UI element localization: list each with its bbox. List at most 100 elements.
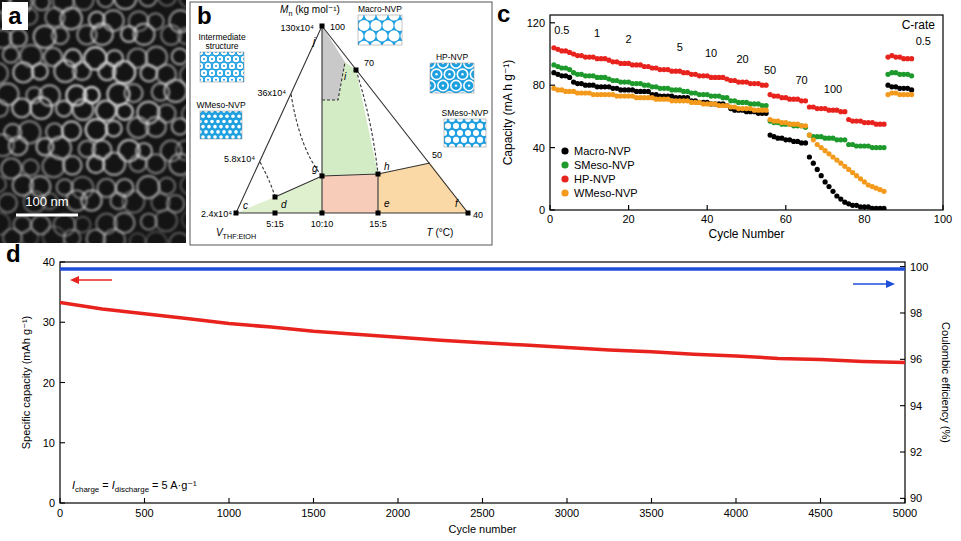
pore bbox=[52, 27, 69, 44]
pore bbox=[216, 111, 220, 113]
pore bbox=[227, 58, 229, 60]
structure-label: Macro-NVP bbox=[358, 4, 402, 14]
tick-label: 80 bbox=[858, 213, 870, 225]
pore bbox=[30, 97, 52, 119]
sketch-frame bbox=[430, 63, 474, 93]
panel-c: 02040608010004080120Cycle NumberCapacity… bbox=[497, 0, 952, 241]
pore bbox=[169, 233, 186, 243]
data-point bbox=[881, 145, 886, 150]
tick bbox=[651, 498, 652, 503]
pore bbox=[201, 125, 205, 129]
tick bbox=[228, 498, 229, 503]
point-label: i bbox=[344, 71, 347, 82]
structure-sketch bbox=[200, 111, 242, 139]
tick-label: 94 bbox=[910, 400, 922, 412]
data-point bbox=[830, 189, 835, 194]
pore bbox=[481, 119, 486, 122]
pore bbox=[234, 130, 238, 134]
tick-label: 100 bbox=[330, 22, 345, 32]
pore bbox=[444, 144, 447, 147]
tick bbox=[900, 312, 905, 313]
tick-label: 10 bbox=[43, 437, 55, 449]
point-square bbox=[273, 195, 278, 200]
pore bbox=[129, 11, 149, 31]
tick-label: 40 bbox=[473, 210, 483, 220]
tick-label: 60 bbox=[780, 213, 792, 225]
tick-square bbox=[320, 211, 325, 216]
pore bbox=[222, 130, 226, 134]
pore bbox=[203, 72, 205, 74]
pore bbox=[134, 24, 155, 45]
pore bbox=[219, 114, 223, 118]
data-point bbox=[823, 179, 828, 184]
axis-label: VTHF:EtOH bbox=[216, 227, 256, 241]
pore bbox=[207, 114, 211, 118]
tick bbox=[820, 498, 821, 503]
rate-label: 50 bbox=[764, 64, 776, 76]
diagram-line bbox=[260, 162, 275, 197]
pore bbox=[477, 123, 483, 129]
legend-marker bbox=[561, 189, 568, 196]
point-label: h bbox=[384, 161, 390, 172]
tick-label: 92 bbox=[910, 446, 922, 458]
chart-title: C-rate bbox=[902, 18, 936, 32]
rate-label: 20 bbox=[736, 53, 748, 65]
point-label: d bbox=[281, 199, 287, 210]
tick-label: 5:15 bbox=[266, 219, 284, 229]
pore bbox=[469, 123, 475, 129]
pore bbox=[223, 65, 225, 67]
point-square bbox=[320, 24, 325, 29]
sketch-frame bbox=[444, 119, 486, 147]
pore bbox=[370, 41, 381, 45]
pore bbox=[147, 13, 163, 29]
axis-arrow-head bbox=[70, 276, 79, 284]
pore bbox=[235, 72, 237, 74]
text-part: (kg mol⁻¹) bbox=[292, 4, 340, 15]
panel-frame bbox=[190, 2, 492, 245]
pore bbox=[219, 58, 221, 60]
pore bbox=[465, 144, 471, 147]
pore bbox=[216, 120, 220, 124]
pore bbox=[106, 50, 123, 67]
pore bbox=[204, 111, 208, 113]
tick-label: 4000 bbox=[724, 507, 748, 519]
data-point bbox=[909, 92, 914, 97]
pore bbox=[146, 117, 166, 137]
tick-label: 100 bbox=[910, 261, 928, 273]
pore bbox=[210, 111, 214, 113]
tick-label: 2000 bbox=[386, 507, 410, 519]
pore bbox=[207, 79, 209, 81]
pore bbox=[457, 69, 467, 79]
pore bbox=[44, 48, 62, 66]
pore bbox=[207, 65, 209, 67]
pore bbox=[130, 233, 146, 243]
sketch-ground bbox=[200, 111, 242, 139]
pore bbox=[201, 114, 205, 118]
pore bbox=[141, 65, 157, 81]
pore bbox=[86, 119, 107, 140]
pore bbox=[388, 30, 399, 41]
point-square bbox=[376, 172, 381, 177]
tick bbox=[60, 502, 65, 503]
pore bbox=[231, 125, 235, 129]
pore bbox=[464, 80, 474, 90]
pore bbox=[172, 49, 186, 65]
axis-title: Cycle Number bbox=[708, 227, 784, 241]
pore bbox=[430, 80, 435, 90]
data-point bbox=[909, 56, 914, 61]
diagram-line bbox=[321, 26, 322, 213]
pore bbox=[370, 20, 381, 31]
pore bbox=[200, 111, 202, 113]
pore bbox=[376, 30, 387, 41]
pore bbox=[455, 84, 457, 86]
pore bbox=[228, 111, 232, 113]
axis-arrow bbox=[853, 283, 889, 285]
pore bbox=[461, 73, 463, 75]
pore bbox=[81, 190, 101, 210]
pore bbox=[240, 111, 242, 113]
pore bbox=[103, 10, 124, 31]
pore bbox=[23, 160, 39, 176]
pore bbox=[438, 80, 448, 90]
pore bbox=[364, 30, 375, 41]
pore bbox=[473, 119, 479, 122]
